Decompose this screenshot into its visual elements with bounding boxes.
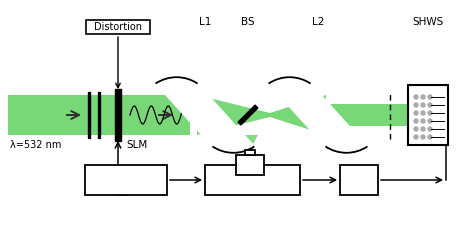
Polygon shape	[197, 95, 270, 135]
Text: BS: BS	[241, 17, 255, 27]
Bar	[86, 20, 150, 34]
Polygon shape	[268, 77, 367, 153]
Bar	[85, 165, 167, 195]
Bar	[205, 165, 300, 195]
Text: L1: L1	[199, 17, 211, 27]
Circle shape	[414, 135, 418, 139]
Bar	[115, 89, 121, 141]
Text: SLM: SLM	[126, 140, 147, 150]
Text: Camera: Camera	[229, 178, 271, 188]
Circle shape	[428, 103, 432, 107]
Circle shape	[428, 135, 432, 139]
Circle shape	[428, 127, 432, 131]
Polygon shape	[270, 95, 326, 135]
Polygon shape	[238, 135, 258, 148]
Circle shape	[428, 95, 432, 99]
Bar	[408, 85, 448, 145]
Bar	[88, 92, 90, 138]
Circle shape	[421, 95, 425, 99]
Text: SHWS: SHWS	[412, 17, 444, 27]
Circle shape	[414, 103, 418, 107]
Text: λ=532 nm: λ=532 nm	[10, 140, 61, 150]
Text: Distortion: Distortion	[94, 22, 142, 32]
Circle shape	[421, 111, 425, 115]
Circle shape	[414, 95, 418, 99]
Circle shape	[421, 127, 425, 131]
Polygon shape	[156, 77, 255, 153]
Circle shape	[428, 111, 432, 115]
Bar	[326, 104, 408, 126]
Text: CNN: CNN	[348, 175, 371, 185]
Circle shape	[421, 135, 425, 139]
Text: Zernike
coefficients: Zernike coefficients	[226, 170, 279, 190]
Bar	[122, 95, 190, 135]
Circle shape	[414, 127, 418, 131]
Bar	[8, 95, 118, 135]
Polygon shape	[238, 105, 258, 125]
Text: L2: L2	[312, 17, 324, 27]
Bar	[340, 165, 378, 195]
Bar	[236, 155, 264, 175]
Circle shape	[421, 119, 425, 123]
Circle shape	[414, 111, 418, 115]
Circle shape	[428, 119, 432, 123]
Circle shape	[414, 119, 418, 123]
Text: Compensation
phase: Compensation phase	[93, 170, 158, 190]
Bar	[245, 150, 255, 155]
Bar	[98, 92, 100, 138]
Circle shape	[421, 103, 425, 107]
